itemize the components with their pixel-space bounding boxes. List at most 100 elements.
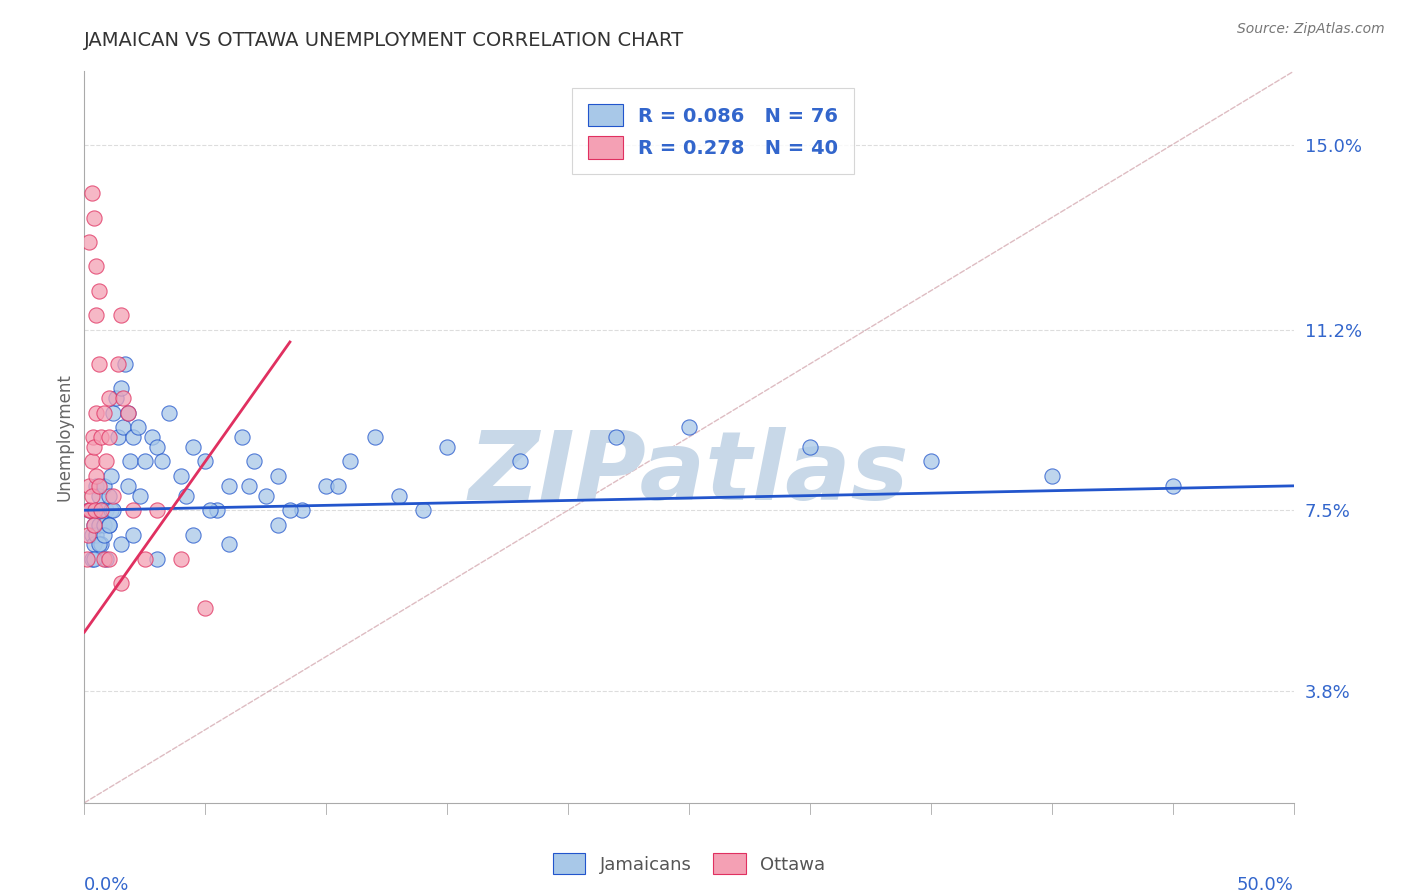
Point xyxy=(181,440,204,454)
Point xyxy=(134,454,156,468)
Point xyxy=(77,479,100,493)
Text: JAMAICAN VS OTTAWA UNEMPLOYMENT CORRELATION CHART: JAMAICAN VS OTTAWA UNEMPLOYMENT CORRELAT… xyxy=(84,31,685,50)
Point xyxy=(97,552,120,566)
Point xyxy=(79,503,101,517)
Point xyxy=(93,406,115,420)
Point xyxy=(194,454,217,468)
Point xyxy=(77,235,100,249)
Point xyxy=(242,454,264,468)
Point xyxy=(93,552,115,566)
Point xyxy=(86,406,108,420)
Point xyxy=(90,503,112,517)
Point xyxy=(107,430,129,444)
Point xyxy=(97,517,120,532)
Point xyxy=(267,469,290,483)
Point xyxy=(146,503,169,517)
Point xyxy=(412,503,434,517)
Point xyxy=(194,600,217,615)
Point xyxy=(107,357,129,371)
Point xyxy=(110,576,132,591)
Text: Source: ZipAtlas.com: Source: ZipAtlas.com xyxy=(1237,22,1385,37)
Point xyxy=(86,479,108,493)
Point xyxy=(110,537,132,551)
Point xyxy=(112,391,135,405)
Point xyxy=(207,503,229,517)
Point xyxy=(83,517,105,532)
Y-axis label: Unemployment: Unemployment xyxy=(55,373,73,501)
Point xyxy=(121,503,143,517)
Point xyxy=(80,552,103,566)
Point xyxy=(87,479,110,493)
Point xyxy=(121,430,143,444)
Point xyxy=(120,454,142,468)
Text: 50.0%: 50.0% xyxy=(1237,876,1294,892)
Point xyxy=(87,489,110,503)
Point xyxy=(83,552,105,566)
Point xyxy=(146,552,169,566)
Point xyxy=(90,503,112,517)
Point xyxy=(238,479,260,493)
Text: 0.0%: 0.0% xyxy=(84,876,129,892)
Point xyxy=(1161,479,1184,493)
Point xyxy=(100,469,122,483)
Point xyxy=(110,308,132,322)
Point xyxy=(80,186,103,201)
Point xyxy=(90,537,112,551)
Point xyxy=(127,420,149,434)
Point xyxy=(83,537,105,551)
Legend: Jamaicans, Ottawa: Jamaicans, Ottawa xyxy=(546,847,832,881)
Point xyxy=(231,430,253,444)
Point xyxy=(117,406,139,420)
Point xyxy=(363,430,385,444)
Point xyxy=(181,527,204,541)
Point xyxy=(117,406,139,420)
Point xyxy=(86,503,108,517)
Point xyxy=(86,527,108,541)
Point xyxy=(134,552,156,566)
Point xyxy=(170,469,193,483)
Point xyxy=(291,503,314,517)
Point xyxy=(97,517,120,532)
Point xyxy=(87,357,110,371)
Point xyxy=(339,454,361,468)
Point xyxy=(83,517,105,532)
Point xyxy=(315,479,337,493)
Point xyxy=(80,489,103,503)
Point xyxy=(218,537,240,551)
Point xyxy=(103,503,125,517)
Point xyxy=(80,454,103,468)
Point xyxy=(103,406,125,420)
Point xyxy=(267,517,290,532)
Point xyxy=(87,517,110,532)
Point xyxy=(77,527,100,541)
Point xyxy=(87,537,110,551)
Point xyxy=(1040,469,1063,483)
Point xyxy=(114,357,136,371)
Point xyxy=(97,391,120,405)
Point xyxy=(198,503,221,517)
Text: ZIPatlas: ZIPatlas xyxy=(468,427,910,520)
Point xyxy=(121,527,143,541)
Point xyxy=(174,489,197,503)
Point xyxy=(141,430,163,444)
Point xyxy=(90,430,112,444)
Point xyxy=(157,406,180,420)
Point xyxy=(87,284,110,298)
Point xyxy=(97,430,120,444)
Point xyxy=(100,503,122,517)
Point xyxy=(86,469,108,483)
Point xyxy=(218,479,240,493)
Point xyxy=(83,211,105,225)
Point xyxy=(97,489,120,503)
Point xyxy=(278,503,301,517)
Point xyxy=(112,420,135,434)
Point xyxy=(509,454,531,468)
Point xyxy=(84,503,107,517)
Point xyxy=(76,552,98,566)
Point xyxy=(328,479,350,493)
Point xyxy=(110,381,132,395)
Point xyxy=(146,440,169,454)
Point xyxy=(86,260,108,274)
Point xyxy=(77,503,100,517)
Point xyxy=(117,479,139,493)
